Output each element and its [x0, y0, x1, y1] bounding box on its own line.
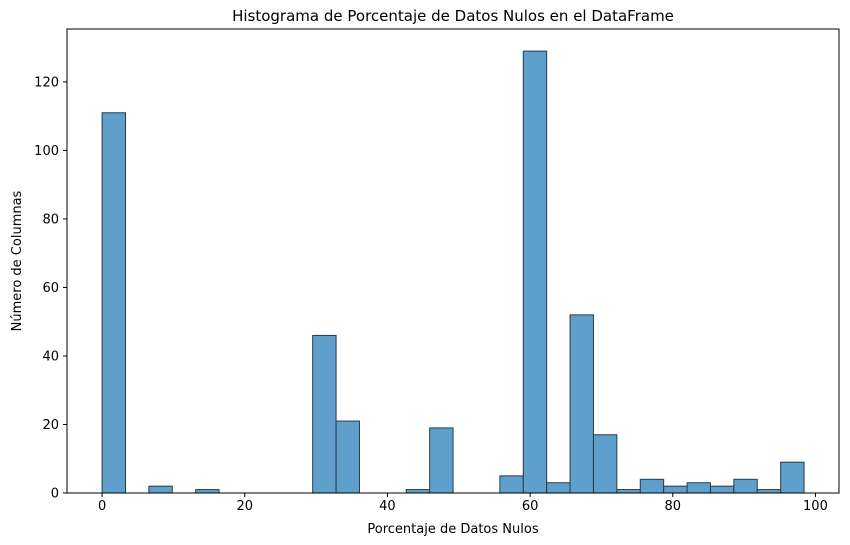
x-tick-label: 60 [522, 499, 539, 514]
histogram-bar [639, 478, 665, 494]
x-tick-label: 20 [236, 499, 253, 514]
histogram-bar [709, 485, 735, 494]
chart-title: Histograma de Porcentaje de Datos Nulos … [232, 7, 674, 25]
y-tick-label: 60 [42, 281, 59, 296]
y-tick-label: 100 [34, 144, 59, 159]
histogram-bar [663, 485, 688, 494]
y-tick-label: 20 [42, 418, 59, 433]
histogram-bar [405, 489, 431, 494]
histogram-bar [499, 475, 524, 494]
histogram-bar [733, 478, 758, 494]
histogram-bar [148, 485, 173, 494]
histogram-bar [569, 314, 594, 494]
y-tick-label: 40 [42, 349, 59, 364]
histogram-bar [312, 334, 337, 494]
histogram-bar [780, 461, 805, 494]
x-tick-label: 80 [665, 499, 682, 514]
x-tick-label: 100 [803, 499, 828, 514]
histogram-bar [546, 482, 571, 494]
histogram-bar [429, 427, 454, 494]
y-tick-label: 0 [51, 487, 59, 502]
histogram-bar [195, 489, 220, 494]
x-axis-ticks: 0 20 40 60 80 100 [98, 493, 828, 514]
x-tick-label: 0 [98, 499, 106, 514]
y-tick-label: 80 [42, 212, 59, 227]
y-tick-label: 120 [34, 75, 59, 90]
histogram-bar [592, 434, 618, 494]
y-axis-label: Número de Columnas [10, 190, 25, 331]
histogram-bar [335, 420, 360, 494]
histogram-bar [522, 50, 548, 494]
histogram-bar [101, 112, 126, 494]
x-axis-label: Porcentaje de Datos Nulos [367, 522, 538, 537]
histogram-bar [756, 489, 782, 494]
plot-area-frame [66, 28, 840, 494]
x-tick-label: 40 [379, 499, 396, 514]
y-axis-ticks: 0 20 40 60 80 100 120 [34, 75, 67, 502]
histogram-bar [686, 482, 711, 494]
histogram-bar [616, 489, 641, 494]
